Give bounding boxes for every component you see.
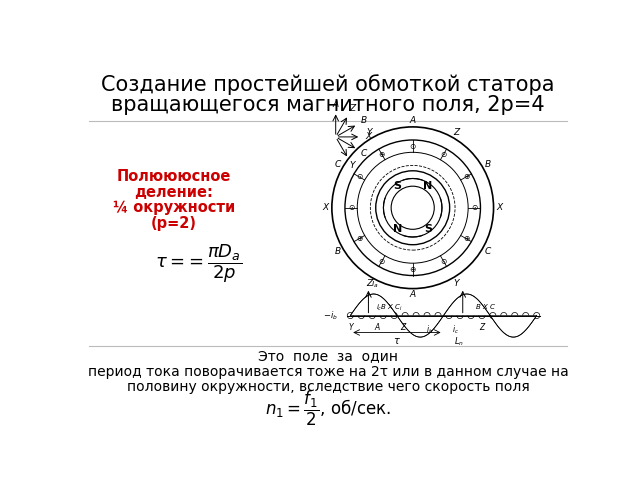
Text: ⊕: ⊕ [463,234,469,243]
Text: $\tau$: $\tau$ [393,336,401,346]
Text: $i_a$: $i_a$ [371,277,378,290]
Text: ⊕: ⊕ [463,172,469,181]
Text: ⊕: ⊕ [356,234,362,243]
Text: $i_b$: $i_b$ [426,323,433,336]
Text: N: N [393,224,402,234]
Text: B: B [361,116,367,125]
Text: ¼ окружности: ¼ окружности [113,200,235,215]
Text: Y: Y [454,278,459,288]
Text: Y: Y [348,323,353,332]
Text: (р=2): (р=2) [151,216,197,231]
Text: Z: Z [453,128,460,137]
Text: Z: Z [366,278,372,288]
Text: Z: Z [401,323,406,332]
Text: ⊙: ⊙ [440,257,447,265]
Text: C: C [361,149,367,157]
Text: период тока поворачивается тоже на 2τ или в данном случае на: период тока поворачивается тоже на 2τ ил… [88,365,568,379]
Text: B: B [334,247,340,256]
Text: S: S [394,181,401,191]
Text: деление:: деление: [134,185,213,200]
Text: A: A [410,116,416,125]
Text: C: C [334,160,340,169]
Text: $i_c$: $i_c$ [452,323,459,336]
Text: $L_n$: $L_n$ [454,336,464,348]
Text: B: B [485,160,491,169]
Text: Создание простейшей обмоткой статора: Создание простейшей обмоткой статора [101,74,555,95]
Text: Y: Y [349,161,355,169]
Text: X: X [323,203,329,212]
Text: N: N [424,181,433,191]
Text: Z: Z [479,323,484,332]
Text: X: X [365,132,371,142]
Text: ⊙: ⊙ [410,142,416,151]
Text: ⊙: ⊙ [379,257,385,265]
Text: A: A [410,290,416,299]
Text: C: C [485,247,491,256]
Text: S: S [424,224,432,234]
Text: $n_1=\dfrac{f_1}{2}$, об/сек.: $n_1=\dfrac{f_1}{2}$, об/сек. [265,388,391,428]
Text: Это  поле  за  один: Это поле за один [258,349,398,363]
Text: X: X [497,203,503,212]
Text: $B\ X\ C$: $B\ X\ C$ [476,302,497,312]
Text: A: A [333,100,339,109]
Text: $-i_b$: $-i_b$ [323,309,338,322]
Text: ⊙: ⊙ [348,203,355,212]
Text: половину окружности, вследствие чего скорость поля: половину окружности, вследствие чего ско… [127,380,529,394]
Text: Полюююсное: Полюююсное [117,169,231,184]
Text: $\tau =\!=\dfrac{\pi D_a}{2p}$: $\tau =\!=\dfrac{\pi D_a}{2p}$ [155,242,242,285]
Text: ⊙: ⊙ [356,172,362,181]
Text: ⊕: ⊕ [379,150,385,159]
Text: вращающегося магнитного поля, 2р=4: вращающегося магнитного поля, 2р=4 [111,96,545,115]
Text: A: A [374,323,380,332]
Text: Y: Y [367,128,372,137]
Text: ⊙: ⊙ [471,203,477,212]
Text: ⊙: ⊙ [440,150,447,159]
Text: $i_cB\ X\ C_i$: $i_cB\ X\ C_i$ [376,302,403,312]
Text: ⊕: ⊕ [410,265,416,274]
Text: Z: Z [349,104,355,113]
